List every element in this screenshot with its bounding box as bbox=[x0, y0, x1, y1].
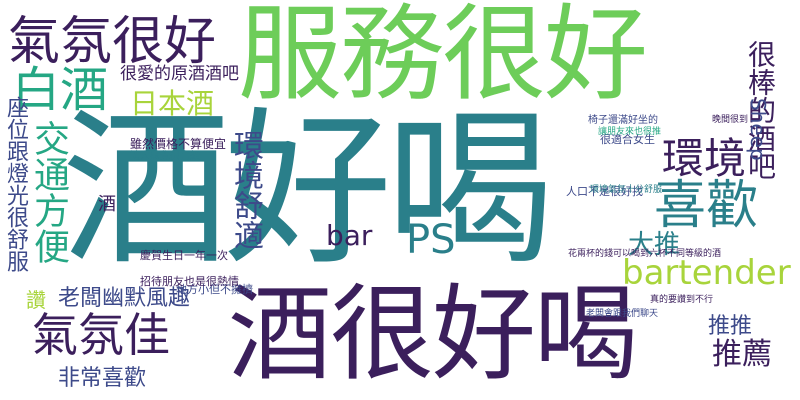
word-jiao-tong-fang-bian: 交通方便 bbox=[28, 120, 69, 264]
phrase-14: 晚間很到 bbox=[712, 115, 749, 125]
word-bar: bar bbox=[326, 219, 373, 252]
phrase-5: 慶賀生日一年一次 bbox=[140, 249, 228, 262]
phrase-13: 真的要讚到不行 bbox=[650, 295, 714, 305]
word-jiu-small: 酒 bbox=[98, 194, 116, 215]
word-ps: PS bbox=[406, 217, 456, 263]
word-hen-ai-yuan-jiu: 很愛的原酒酒吧 bbox=[120, 64, 239, 84]
word-sheep: Sheep bbox=[746, 98, 770, 161]
word-xi-huan: 喜歡 bbox=[654, 176, 759, 236]
phrase-10: 環境氣氛十分舒服 bbox=[590, 185, 663, 195]
word-ri-ben-jiu: 日本酒 bbox=[130, 87, 215, 120]
phrase-9: 讓朋友來也很推 bbox=[598, 127, 662, 137]
word-jiu-hen-hao-he: 酒很好喝 bbox=[228, 273, 638, 395]
phrase-7: 招待朋友也是很熱情 bbox=[140, 275, 239, 288]
word-tui-jian: 推薦 bbox=[712, 337, 772, 372]
phrase-12: 老闆會跟我們聊天 bbox=[586, 309, 659, 319]
phrase-11: 花兩杯的錢可以喝到六杯不同等級的酒 bbox=[568, 249, 722, 259]
word-fu-wu-hen-hao: 服務很好 bbox=[238, 0, 648, 115]
word-da-tui: 大推 bbox=[628, 230, 681, 260]
word-fei-chang-xi-huan: 非常喜歡 bbox=[58, 366, 147, 391]
word-qi-fen-hen-hao: 氣氛很好 bbox=[8, 12, 217, 72]
word-bai-jiu: 白酒 bbox=[12, 62, 109, 118]
word-lao-ban-you-mo: 老闆幽默風趣 bbox=[58, 286, 191, 311]
word-qi-fen-jia: 氣氛佳 bbox=[32, 308, 170, 362]
word-jiu-hao-he: 酒好喝 bbox=[62, 92, 554, 288]
phrase-4: 人口不是很好找 bbox=[566, 185, 643, 198]
word-zan: 讚 bbox=[26, 288, 46, 312]
word-bartender: bartender bbox=[622, 253, 791, 293]
word-hen-bang-jiu-ba: 很棒的酒吧 bbox=[744, 40, 777, 180]
word-huan-jing-shu-shi: 環境舒適 bbox=[228, 130, 263, 250]
phrase-6: 地方小但不擁擠 bbox=[176, 283, 253, 296]
word-zuo-wei-deng-guang: 座位跟燈光很舒服 bbox=[3, 96, 28, 272]
word-tui-tui: 推推 bbox=[708, 314, 753, 339]
phrase-1: 椅子還滿好坐的 bbox=[588, 115, 658, 126]
phrase-2: 雖然價格不算便宜 bbox=[130, 137, 227, 151]
phrase-8: 很適合女生 bbox=[600, 133, 655, 146]
word-huan-jing: 環境 bbox=[662, 134, 747, 183]
phrase-3: 讓人感覺很高級 bbox=[130, 151, 200, 162]
